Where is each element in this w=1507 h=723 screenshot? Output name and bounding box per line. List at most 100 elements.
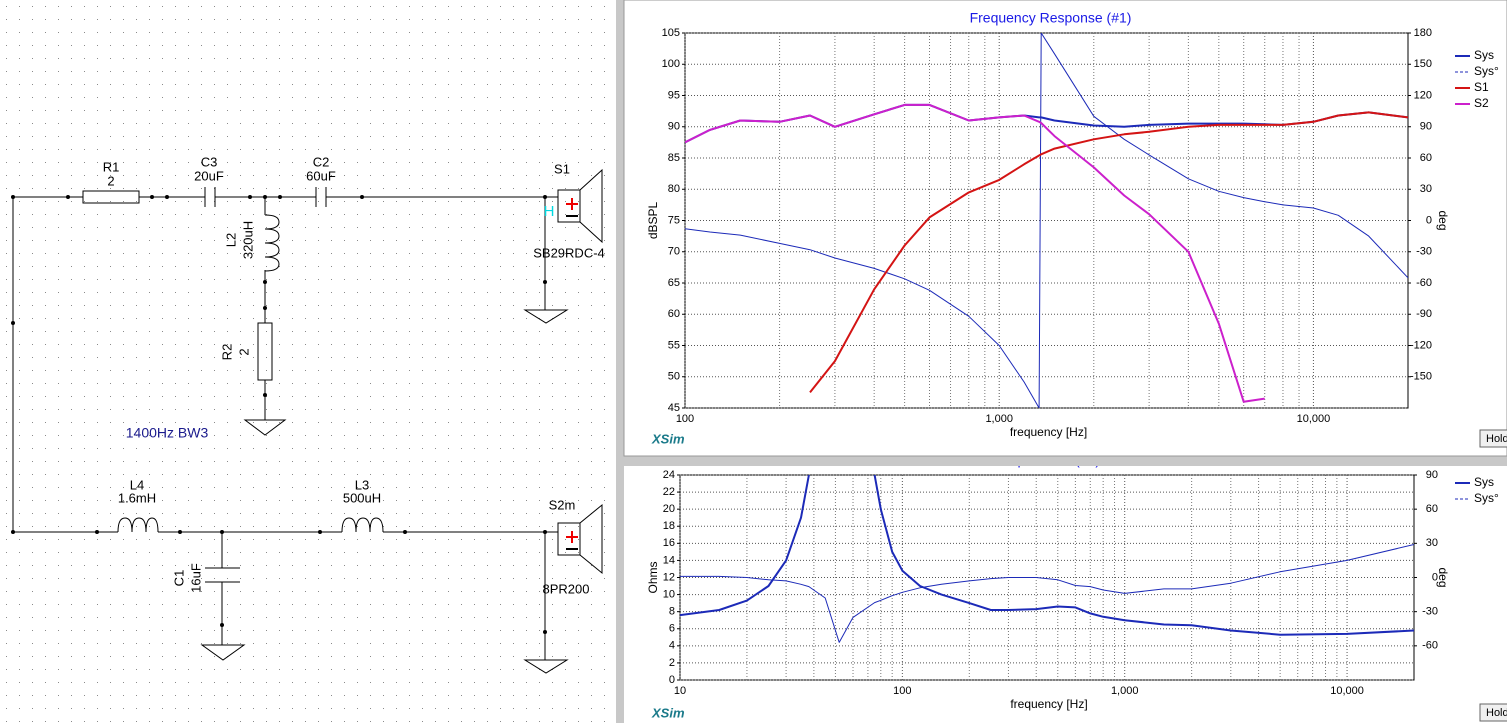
y-tick-label: 20	[663, 503, 675, 515]
polarity	[566, 215, 578, 550]
component-value: 8PR200	[543, 581, 590, 596]
component-value: 320uH	[240, 221, 255, 259]
component-value: SB29RDC-4	[533, 245, 605, 260]
inductor	[264, 214, 280, 272]
resistor	[257, 322, 273, 381]
y-tick-label: 65	[668, 277, 680, 289]
y-tick-label: 18	[663, 520, 675, 532]
x-tick-label: 10	[674, 685, 686, 697]
y-tick-label: 60	[668, 308, 680, 320]
series-line	[685, 33, 1408, 408]
y-tick-label: 4	[669, 640, 675, 652]
y-tick-label: 90	[668, 121, 680, 133]
component-value: 2	[236, 348, 251, 355]
y2-tick-label: -150	[1410, 371, 1432, 383]
component-value: 60uF	[306, 168, 336, 183]
y2-tick-label: 60	[1420, 152, 1432, 164]
series-line	[685, 103, 1265, 403]
resistor	[82, 190, 140, 204]
y2-tick-label: 0	[1432, 571, 1438, 583]
schematic: R1 2 C3 20uF C2 60uF L2 320uH R2 2 S1 SB…	[11, 154, 605, 674]
component-value: 20uF	[194, 168, 224, 183]
x-axis-label: frequency [Hz]	[1010, 425, 1087, 439]
y2-tick-label: 60	[1426, 503, 1438, 515]
legend-label: S2	[1474, 96, 1489, 110]
component-name: R1	[103, 159, 120, 174]
legend-label: Sys	[1474, 48, 1494, 62]
hold-button[interactable]	[1479, 429, 1507, 448]
y2-axis-label: deg	[1436, 567, 1450, 587]
y-tick-label: 22	[663, 486, 675, 498]
capacitor	[204, 187, 327, 207]
y2-tick-label: 30	[1420, 183, 1432, 195]
speaker	[557, 168, 603, 575]
y-tick-label: 85	[668, 152, 680, 164]
legend-label: Sys°	[1474, 64, 1499, 78]
y2-tick-label: -60	[1422, 640, 1438, 652]
note: 1400Hz BW3	[126, 425, 209, 441]
chart-title: Frequency Response (#1)	[970, 10, 1132, 26]
y2-tick-label: 0	[1426, 214, 1432, 226]
component-name: R2	[219, 344, 234, 361]
watermark: XSim	[651, 705, 685, 720]
component-name: L2	[223, 233, 238, 247]
hold-label: Hold	[1486, 433, 1507, 445]
y2-tick-label: 120	[1414, 89, 1432, 101]
x-tick-label: 100	[676, 413, 694, 425]
y-tick-label: 16	[663, 537, 675, 549]
hold-label: Hold	[1486, 707, 1507, 719]
inductor	[117, 517, 384, 533]
hold-button[interactable]	[1479, 703, 1507, 722]
junctions	[11, 195, 547, 634]
component-value: 2	[107, 173, 114, 188]
component-value: 500uH	[343, 490, 381, 505]
y2-tick-label: 90	[1420, 121, 1432, 133]
y-tick-label: 0	[669, 674, 675, 686]
component-value: 1.6mH	[118, 490, 156, 505]
y-tick-label: 14	[663, 554, 675, 566]
y2-tick-label: 30	[1426, 537, 1438, 549]
y-tick-label: 24	[663, 469, 675, 481]
y-tick-label: 45	[668, 402, 680, 414]
component-name: L3	[355, 477, 369, 492]
y2-tick-label: -90	[1416, 308, 1432, 320]
y2-tick-label: 90	[1426, 469, 1438, 481]
schematic-grid	[0, 0, 616, 723]
component-name: S1	[554, 161, 570, 176]
y-axis-label: dBSPL	[646, 201, 660, 239]
component-name: S2m	[549, 497, 576, 512]
y-tick-label: 55	[668, 339, 680, 351]
capacitor	[205, 567, 240, 583]
y2-tick-label: 150	[1414, 58, 1432, 70]
component-name: C2	[313, 154, 330, 169]
y-tick-label: 2	[669, 657, 675, 669]
x-axis-label: frequency [Hz]	[1010, 697, 1087, 711]
legend-label: Sys	[1474, 475, 1494, 489]
component-name: C3	[201, 154, 218, 169]
ground	[200, 309, 569, 674]
x-tick-label: 100	[893, 685, 911, 697]
y-tick-label: 6	[669, 623, 675, 635]
y-axis-label: Ohms	[646, 561, 660, 593]
component-value: 16uF	[188, 563, 203, 593]
response-chart: 100 1,000 10,000 45 50 55 60 65 70 75 80 85 90 95 100 1…	[646, 10, 1507, 448]
y2-tick-label: -60	[1416, 277, 1432, 289]
component-name: L4	[130, 477, 144, 492]
y2-axis-label: deg	[1436, 210, 1450, 230]
y-tick-label: 75	[668, 214, 680, 226]
x-tick-label: 1,000	[985, 413, 1013, 425]
y2-tick-label: 180	[1414, 27, 1432, 39]
y2-tick-label: -120	[1410, 339, 1432, 351]
y-tick-label: 80	[668, 183, 680, 195]
legend-label: S1	[1474, 80, 1489, 94]
y-tick-label: 105	[662, 27, 680, 39]
polarity-mark: H	[544, 203, 555, 220]
y-tick-label: 50	[668, 371, 680, 383]
legend-label: Sys°	[1474, 491, 1499, 505]
component-name: C1	[171, 570, 186, 587]
y2-tick-label: -30	[1422, 606, 1438, 618]
y-tick-label: 12	[663, 571, 675, 583]
y-tick-label: 95	[668, 89, 680, 101]
